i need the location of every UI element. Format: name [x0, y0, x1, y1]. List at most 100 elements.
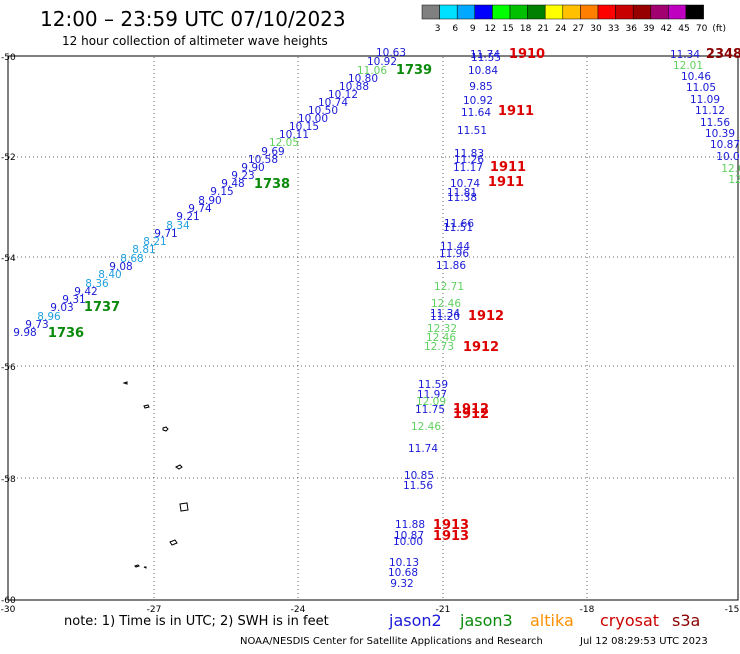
island-shape	[162, 426, 169, 432]
pass-time-label: 1911	[488, 175, 524, 190]
scale-swatch	[509, 4, 528, 20]
wave-height-value: 9.31	[62, 294, 85, 306]
lat-label: -60	[1, 596, 16, 606]
wave-height-value: 12.73	[424, 341, 454, 353]
lon-label: -24	[291, 605, 306, 615]
island-shape	[175, 464, 183, 470]
wave-height-value: 12.32	[427, 323, 457, 335]
page-subtitle: 12 hour collection of altimeter wave hei…	[62, 34, 328, 48]
footer-credit: NOAA/NESDIS Center for Satellite Applica…	[240, 636, 543, 647]
satellite-legend-jason3: jason3	[459, 611, 513, 630]
wave-height-value: 10.50	[308, 105, 338, 117]
wave-height-value: 11.74	[408, 443, 438, 455]
wave-height-value: 8.96	[37, 311, 61, 323]
wave-height-value: 11.51	[443, 222, 473, 234]
wave-height-value: 12.46	[411, 421, 441, 433]
wave-height-readings: 10.6310.9211.0610.8010.8810.1210.7410.50…	[13, 47, 740, 590]
wave-height-value: 8.21	[143, 236, 166, 248]
wave-height-value: 10.0	[716, 151, 739, 163]
scale-label: 12	[485, 24, 496, 34]
pass-time-label: 1911	[490, 160, 526, 175]
pass-time-labels: 1739173817371736191019111911191119121912…	[48, 47, 740, 544]
lat-label: -56	[1, 363, 16, 373]
lon-label: -21	[436, 605, 451, 615]
scale-swatch	[615, 4, 634, 20]
scale-swatch	[580, 4, 599, 20]
scale-swatch	[597, 4, 616, 20]
lon-label: -30	[1, 605, 16, 615]
pass-time-label: 2348	[706, 47, 740, 62]
wave-height-value: 10.13	[389, 557, 419, 569]
wave-height-value: 10.92	[463, 95, 493, 107]
satellite-legend-s3a: s3a	[672, 611, 700, 630]
wave-height-value: 10.80	[348, 73, 378, 85]
scale-swatch	[685, 4, 704, 20]
wave-height-value: 10.85	[404, 470, 434, 482]
wave-height-value: 11.86	[436, 260, 466, 272]
footer-timestamp: Jul 12 08:29:53 UTC 2023	[579, 636, 708, 647]
scale-label: 39	[643, 24, 655, 34]
wave-height-value: 11.26	[454, 154, 484, 166]
wave-height-value: 9.08	[109, 261, 132, 273]
wave-height-value: 8.68	[120, 253, 143, 265]
wave-height-value: 11.56	[700, 117, 730, 129]
wave-height-value: 11.20	[430, 311, 460, 323]
scale-swatch	[544, 4, 564, 20]
pass-time-label: 1739	[396, 63, 432, 78]
longitude-labels: -30 -27 -24 -21 -18 -15	[1, 605, 740, 615]
pass-time-label: 1912	[468, 309, 504, 324]
island-shape	[169, 539, 178, 546]
wave-height-value: 9.90	[241, 162, 264, 174]
pass-time-label: 1912	[453, 402, 489, 417]
scale-swatch	[421, 4, 440, 20]
wave-height-value: 11.81	[447, 187, 477, 199]
latitude-labels: -50 -52 -54 -56 -58 -60	[1, 53, 16, 606]
wave-height-value: 11.83	[454, 148, 484, 160]
scale-label: 42	[661, 24, 672, 34]
wave-height-value: 10.39	[705, 128, 735, 140]
pass-time-label: 1736	[48, 326, 84, 341]
scale-label: 27	[573, 24, 584, 34]
island-shape	[143, 404, 150, 409]
island-shape	[134, 564, 140, 568]
wave-height-value: 10.92	[367, 56, 397, 68]
wave-height-value: 10.12	[328, 89, 358, 101]
scale-label: 18	[520, 24, 532, 34]
plot-frame	[7, 55, 739, 601]
wave-height-value: 9.23	[231, 170, 254, 182]
scale-swatch	[474, 4, 493, 20]
wave-height-value: 11.34	[430, 308, 460, 320]
scale-label: 33	[608, 24, 619, 34]
satellite-legend-altika: altika	[530, 611, 574, 630]
wave-height-value: 12	[728, 174, 740, 186]
wave-height-value: 11.88	[395, 519, 425, 531]
wave-height-value: 11.34	[670, 49, 700, 61]
lon-label: -18	[580, 605, 595, 615]
scale-label: 6	[452, 24, 458, 34]
pass-time-label: 1912	[453, 407, 489, 422]
wave-height-value: 12.71	[434, 281, 464, 293]
scale-swatch	[632, 4, 652, 20]
wave-height-value: 10.74	[450, 178, 480, 190]
scale-swatch	[668, 4, 687, 20]
wave-height-value: 12.46	[431, 298, 461, 310]
scale-label: 36	[625, 24, 637, 34]
wave-height-value: 11.06	[357, 65, 387, 77]
wave-height-value: 9.32	[390, 578, 413, 590]
wave-height-value: 11.38	[447, 192, 477, 204]
pass-time-label: 1910	[509, 47, 545, 62]
plot-area: 10.6310.9211.0610.8010.8810.1210.7410.50…	[7, 47, 740, 601]
lat-label: -54	[1, 254, 16, 264]
wave-height-value: 10.15	[289, 121, 319, 133]
satellite-legend: jason2 jason3 altika cryosat s3a	[388, 611, 700, 630]
page-title: 12:00 – 23:59 UTC 07/10/2023	[40, 7, 346, 31]
wave-height-value: 11.55	[471, 52, 501, 64]
scale-label: 45	[678, 24, 689, 34]
wave-height-value: 11.97	[417, 389, 447, 401]
wave-height-value: 12.05	[269, 137, 299, 149]
wave-height-value: 11.56	[403, 480, 433, 492]
wave-height-value: 10.63	[376, 47, 406, 59]
wave-height-value: 8.34	[166, 220, 190, 232]
